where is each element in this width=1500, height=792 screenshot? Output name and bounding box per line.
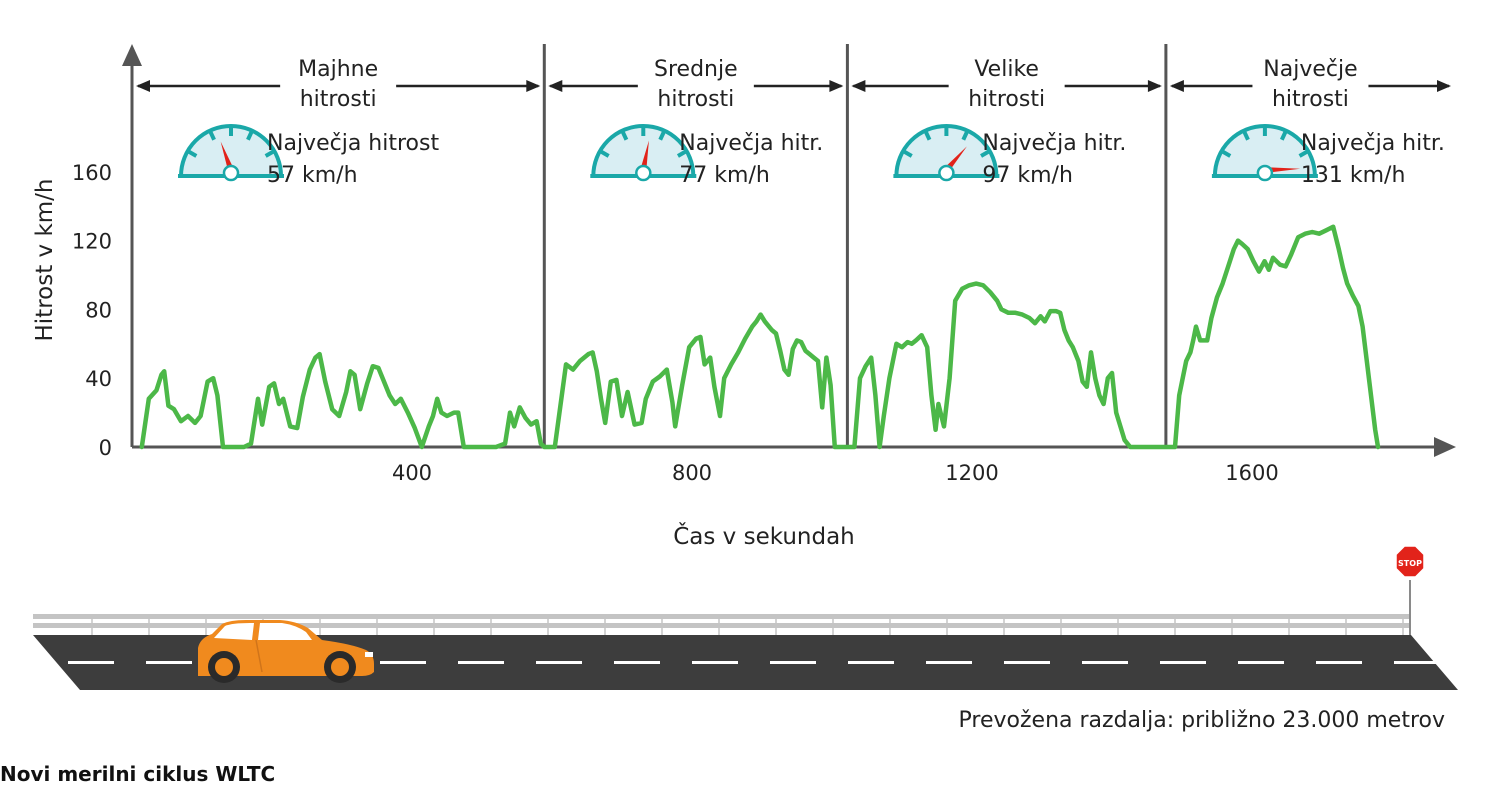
speedometer-tick: [185, 148, 198, 158]
speedometer-tick: [598, 148, 610, 158]
lane-dash: [1082, 661, 1128, 664]
lane-dash: [848, 661, 894, 664]
x-tick-label: 1200: [945, 461, 998, 485]
phase-name: Majhne: [298, 57, 378, 82]
phase-name: hitrosti: [1272, 87, 1349, 112]
lane-dash: [1394, 661, 1440, 664]
figure-title: Novi merilni ciklus WLTC: [0, 762, 275, 786]
speedometer-dial: [593, 126, 694, 176]
phase-arrowhead-right: [829, 80, 844, 92]
speed-chart: 0 40 80 120 160 400 800 1200 1600 Čas v sekundah H…: [32, 44, 1456, 550]
max-speed-label: Največja hitrost: [267, 131, 439, 156]
phase-arrowhead-left: [851, 80, 866, 92]
max-speed-value: 57 km/h: [267, 163, 358, 188]
distance-label: Prevožena razdalja: približno 23.000 met…: [959, 708, 1445, 733]
lane-dash: [926, 661, 972, 664]
x-tick-label: 1600: [1225, 461, 1278, 485]
road-illustration: STOP Prevožena razdalja: približno 23.00…: [33, 545, 1458, 733]
speedometer-tick: [901, 148, 913, 158]
lane-dash: [146, 661, 192, 664]
max-speed-label: Največja hitr.: [679, 131, 823, 156]
speedometer-dial: [181, 126, 281, 176]
phase-name: Največje: [1263, 57, 1357, 82]
speedometer-tick: [619, 128, 629, 141]
speedometer-tick: [264, 148, 277, 158]
max-speed-value: 77 km/h: [679, 163, 770, 188]
stop-sign-icon: [1395, 545, 1425, 578]
phase-name: hitrosti: [657, 87, 734, 112]
stop-sign-text: STOP: [1398, 559, 1422, 568]
y-tick-label: 40: [85, 367, 112, 391]
speedometer-tick: [923, 128, 932, 141]
speedometer-hub: [222, 164, 240, 182]
lane-dash: [1316, 661, 1362, 664]
phase-name: Srednje: [654, 57, 738, 82]
max-speed-value: 97 km/h: [982, 163, 1073, 188]
lane-markings: [68, 661, 1440, 664]
lane-dash: [380, 661, 426, 664]
speedometer-needle: [220, 141, 234, 171]
phase-arrowhead-left: [1169, 80, 1184, 92]
speedometer-icon: [178, 124, 284, 182]
road-surface: [33, 635, 1458, 690]
speedometer-tick: [1241, 128, 1250, 141]
car-icon: [198, 620, 374, 683]
lane-dash: [770, 661, 816, 664]
speedometer-tick: [246, 128, 255, 141]
speedometer-hub: [635, 164, 652, 182]
phase-arrowhead-right: [1437, 80, 1451, 92]
speedometer-dial: [1214, 126, 1315, 176]
speedometer-tick: [207, 128, 216, 141]
speedometer-tick: [1219, 148, 1232, 158]
x-tick-label: 400: [392, 461, 432, 485]
phase-arrowhead-right: [526, 80, 541, 92]
lane-dash: [1238, 661, 1284, 664]
lane-dash: [536, 661, 582, 664]
lane-dash: [68, 661, 114, 664]
speedometer-hub: [938, 164, 955, 182]
phase-arrowhead-left: [548, 80, 563, 92]
guardrail-top-bar: [33, 614, 1411, 619]
lane-dash: [1160, 661, 1206, 664]
speedometer-icon: [590, 124, 697, 182]
speedometer-icon: [893, 124, 1000, 182]
speedometer-needle: [640, 140, 649, 171]
y-tick-label: 160: [72, 161, 112, 185]
phase-name: Velike: [974, 57, 1039, 82]
speedometer-icon: [1211, 124, 1318, 182]
speedometer-hub: [1256, 164, 1274, 182]
y-tick-label: 120: [72, 230, 112, 254]
speedometer-tick: [676, 148, 689, 158]
phase-name: hitrosti: [300, 87, 377, 112]
y-tick-label: 80: [85, 298, 112, 322]
lane-dash: [458, 661, 504, 664]
speed-line: [139, 224, 1381, 450]
lane-dash: [692, 661, 738, 664]
y-axis-title: Hitrost v km/h: [32, 178, 58, 341]
speedometer-needle: [943, 146, 967, 172]
guardrail-bottom-bar: [33, 623, 1411, 628]
y-axis-arrow: [122, 44, 142, 66]
speedometer-tick: [1298, 148, 1311, 158]
phase-arrowhead-left: [136, 80, 150, 92]
x-tick-label: 800: [672, 461, 712, 485]
speedometer-tick: [658, 128, 667, 141]
speedometer-needle: [1264, 167, 1301, 173]
speedometer-tick: [1279, 128, 1289, 141]
lane-dash: [1004, 661, 1050, 664]
max-speed-label: Največja hitr.: [1301, 131, 1445, 156]
x-axis-title: Čas v sekundah: [673, 522, 855, 550]
speedometer-tick: [961, 128, 970, 141]
y-tick-label: 0: [99, 436, 112, 460]
lane-dash: [614, 661, 660, 664]
speedometer-tick: [980, 148, 992, 158]
max-speed-label: Največja hitr.: [982, 131, 1126, 156]
max-speed-value: 131 km/h: [1301, 163, 1406, 188]
phase-name: hitrosti: [968, 87, 1045, 112]
x-axis-arrow: [1434, 437, 1456, 457]
speedometer-dial: [896, 126, 997, 176]
phase-arrowhead-right: [1147, 80, 1162, 92]
